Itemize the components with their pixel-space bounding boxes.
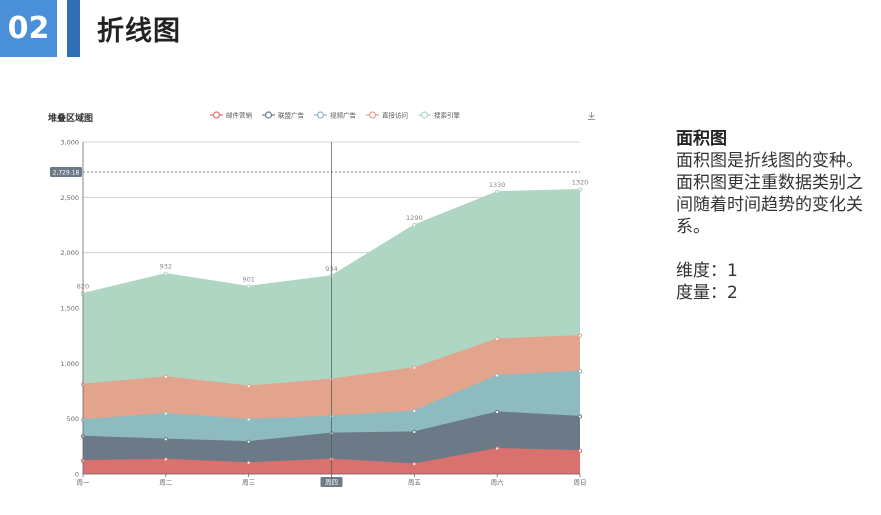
top-data-label: 1290 bbox=[406, 214, 423, 222]
x-axis-pointer-badge bbox=[320, 477, 343, 487]
legend-circle-icon bbox=[420, 111, 429, 119]
data-point[interactable] bbox=[246, 284, 251, 289]
chart-title: 堆叠区域图 bbox=[48, 112, 93, 124]
y-axis-pointer-label: 2,729.18 bbox=[53, 169, 80, 176]
top-data-label: 1320 bbox=[572, 179, 589, 187]
legend[interactable]: 邮件营销 联盟广告 视频广告 直接访问 搜索引擎 bbox=[210, 111, 461, 120]
legend-item-联盟广告[interactable]: 联盟广告 bbox=[262, 111, 305, 120]
y-tick-label: 1,000 bbox=[60, 360, 79, 368]
data-point[interactable] bbox=[495, 446, 500, 451]
title-accent-bar bbox=[67, 0, 80, 57]
legend-item-搜索引擎[interactable]: 搜索引擎 bbox=[418, 111, 461, 120]
data-point[interactable] bbox=[495, 409, 500, 415]
data-point[interactable] bbox=[163, 457, 168, 462]
legend-item-直接访问[interactable]: 直接访问 bbox=[366, 111, 408, 120]
side-panel: 面积图 面积图是折线图的变种。面积图更注重数据类别之间随着时间趋势的变化关系。 … bbox=[676, 128, 876, 304]
data-point[interactable] bbox=[246, 460, 251, 465]
legend-circle-icon bbox=[264, 111, 273, 119]
y-tick-label: 1,500 bbox=[60, 305, 79, 313]
data-point[interactable] bbox=[412, 429, 417, 435]
tooltip: 2,729.18 bbox=[50, 142, 580, 474]
data-points[interactable] bbox=[80, 187, 583, 467]
y-tick-label: 2,000 bbox=[60, 249, 79, 257]
legend-circle-icon bbox=[316, 111, 325, 119]
y-axis-pointer-badge bbox=[50, 166, 82, 177]
data-point[interactable] bbox=[412, 365, 417, 370]
x-tick-label: 周四 bbox=[325, 479, 338, 487]
x-tick-label: 周五 bbox=[408, 479, 422, 487]
legend-label: 搜索引擎 bbox=[434, 111, 461, 120]
slide-title: 折线图 bbox=[97, 16, 181, 47]
y-tick-label: 0 bbox=[75, 471, 79, 479]
y-tick-label: 3,000 bbox=[60, 139, 79, 147]
y-tick-label: 2,500 bbox=[60, 194, 79, 202]
data-point[interactable] bbox=[495, 189, 500, 194]
data-point[interactable] bbox=[412, 222, 417, 228]
stacked-area-chart[interactable]: 堆叠区域图 邮件营销 联盟广告 视频广告 直接访问 搜索引擎 820 932 901 934 1… bbox=[40, 100, 620, 495]
legend-circle-icon bbox=[368, 111, 377, 119]
data-point[interactable] bbox=[246, 417, 251, 422]
legend-label: 直接访问 bbox=[382, 111, 408, 120]
x-tick-label: 周三 bbox=[242, 479, 256, 487]
data-point[interactable] bbox=[163, 437, 168, 442]
data-point[interactable] bbox=[163, 374, 168, 379]
data-point[interactable] bbox=[246, 439, 251, 444]
data-point[interactable] bbox=[412, 408, 417, 414]
data-point[interactable] bbox=[495, 373, 500, 378]
x-tick-label: 周一 bbox=[77, 479, 91, 487]
data-point[interactable] bbox=[163, 271, 168, 276]
side-heading: 面积图 bbox=[676, 129, 727, 149]
y-tick-label: 500 bbox=[67, 415, 79, 423]
chart-svg[interactable]: 堆叠区域图 邮件营销 联盟广告 视频广告 直接访问 搜索引擎 8209329019341… bbox=[40, 100, 620, 495]
data-point[interactable] bbox=[577, 333, 583, 338]
measure-text: 度量：2 bbox=[676, 283, 738, 303]
area-直接访问[interactable] bbox=[83, 335, 580, 420]
data-point[interactable] bbox=[412, 461, 417, 467]
data-point[interactable] bbox=[495, 336, 500, 342]
top-data-label: 1330 bbox=[489, 181, 506, 189]
top-data-label: 932 bbox=[160, 263, 172, 271]
x-tick-label: 周日 bbox=[574, 479, 587, 487]
data-point[interactable] bbox=[163, 411, 168, 416]
data-point[interactable] bbox=[577, 368, 583, 374]
dimension-text: 维度：1 bbox=[676, 261, 738, 281]
area-视频广告[interactable] bbox=[83, 371, 580, 442]
legend-circle-icon bbox=[212, 111, 221, 119]
legend-label: 视频广告 bbox=[330, 111, 357, 120]
side-description: 面积图是折线图的变种。面积图更注重数据类别之间随着时间趋势的变化关系。 bbox=[676, 151, 863, 237]
data-point[interactable] bbox=[577, 414, 583, 419]
data-point[interactable] bbox=[577, 448, 583, 453]
legend-item-邮件营销[interactable]: 邮件营销 bbox=[210, 111, 253, 120]
legend-label: 联盟广告 bbox=[278, 111, 305, 120]
data-point[interactable] bbox=[577, 187, 583, 192]
x-tick-label: 周二 bbox=[159, 479, 173, 487]
data-point[interactable] bbox=[246, 384, 251, 389]
download-icon[interactable] bbox=[588, 112, 595, 120]
x-tick-label: 周六 bbox=[491, 478, 505, 487]
slide-number: 02 bbox=[0, 0, 57, 57]
legend-label: 邮件营销 bbox=[226, 111, 253, 120]
legend-item-视频广告[interactable]: 视频广告 bbox=[314, 111, 357, 120]
top-data-label: 901 bbox=[242, 275, 254, 283]
